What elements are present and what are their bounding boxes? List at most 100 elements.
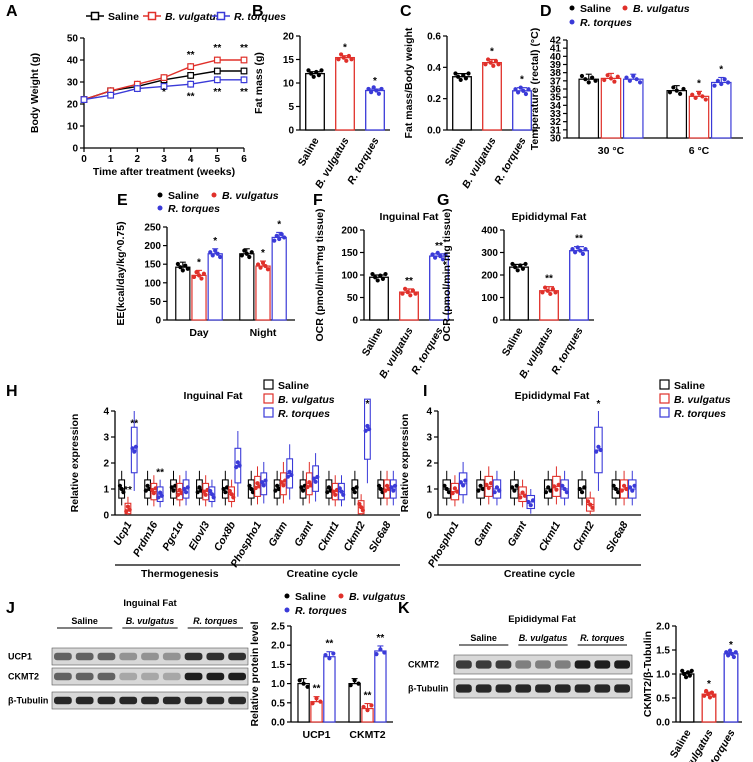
blot-group-label-J: Saline [71,616,98,626]
y-tick-label-B: 10 [283,79,295,90]
data-point-C [496,62,501,67]
y-tick-label-I: 2 [426,459,432,470]
blot-band-J [75,652,94,661]
bar-E [239,253,255,321]
significance-E: * [197,257,201,268]
significance-A: ** [240,87,248,98]
blot-row-label-J: CKMT2 [8,672,39,682]
data-point-H [389,485,394,490]
legend-a-saline: Saline [108,11,139,23]
data-point-H [257,484,262,489]
data-point-E [185,266,190,271]
category-label-I: Gamt [505,519,529,549]
data-point-H [153,486,158,491]
data-point-I [564,490,569,495]
data-point-K [687,673,692,678]
blot-strip-J [51,667,249,686]
data-point-F [435,250,440,255]
data-point-C [483,62,488,67]
blot-band-J [228,652,246,661]
bar-J [297,682,310,723]
bar-F [369,276,389,321]
data-point-K [707,695,713,700]
data-point-G [550,287,556,292]
y-axis-label-F: OCR (pmol/min*mg tissue) [314,208,326,341]
category-label-H: Ckmt2 [341,519,368,553]
data-point-G [545,288,550,293]
data-point-K [682,671,687,677]
data-point-H [132,449,137,454]
y-tick-label-A: 50 [67,34,79,45]
data-point-D [634,77,639,82]
legend-d-rt: R. torques [580,17,632,29]
data-point-E [265,267,271,272]
data-point-H [203,492,208,497]
data-point-H [392,483,398,488]
western-blot-j: Inguinal Fat Saline B. vulgatus R. torques U… [8,598,249,710]
x-tick-label-A: 5 [215,154,221,165]
x-tick-label-A: 1 [108,154,114,165]
y-axis-label-K: CKMT2/β-Tubulin [642,631,654,717]
y-tick-label-C: 0.6 [427,32,441,43]
data-point-E [277,236,282,242]
data-point-H [311,476,316,481]
data-point-H [133,444,139,449]
data-point-D [674,88,679,93]
category-label-I: Gatm [472,520,496,549]
y-axis-label-I: Relative expression [399,414,411,513]
y-tick-label-K: 1.5 [656,646,670,657]
data-point-I [556,482,561,487]
data-point-H [145,483,150,488]
bar-K [679,673,695,723]
blot-band-J [162,696,181,705]
data-point-J [365,708,370,713]
y-tick-label-F: 200 [341,226,358,237]
data-point-F [372,275,378,280]
data-point-H [151,491,156,496]
data-point-I [514,483,519,488]
data-point-K [680,668,685,673]
data-point-H [276,486,281,492]
data-point-H [124,509,129,514]
data-point-H [263,478,268,483]
blot-band-K [495,684,512,693]
data-point-I [446,490,452,495]
legend-e: Saline B. vulgatus R. torques [157,190,279,215]
y-tick-label-J: 0.5 [271,698,285,709]
data-point-C [521,88,526,93]
data-point-E [208,250,213,255]
chart-J: 0.0 0.5 1.0 1.5 2.0 2.5 Relative protein level… [249,621,393,741]
significance-C: * [490,47,494,58]
data-point-D [700,94,705,99]
panel-label-b: B [252,3,264,20]
category-label-H: Pgc1α [160,519,186,553]
data-point-I [520,490,525,495]
data-point-K [702,693,707,698]
data-point-H [281,483,286,488]
blot-title-J: Inguinal Fat [123,598,177,609]
significance-A: * [162,87,166,98]
blot-band-K [515,684,532,693]
data-point-B [346,53,352,59]
data-point-H [339,489,344,494]
y-tick-label-J: 2.0 [271,641,285,652]
legend-i-bv: B. vulgatus [674,394,731,406]
data-point-F [413,291,418,296]
chart-title-H: Inguinal Fat [184,390,243,402]
data-point-F [370,271,375,277]
data-point-J [378,647,383,652]
y-tick-label-J: 2.5 [271,622,285,633]
data-point-H [331,489,336,494]
y-tick-label-K: 0.5 [656,694,670,705]
bar-G [509,266,529,321]
data-point-G [540,290,545,295]
y-tick-label-E: 50 [150,297,162,308]
data-point-F [443,252,448,257]
data-point-C [453,71,458,76]
category-label-E: Day [189,327,208,339]
bar-D [622,78,644,139]
data-point-H [130,446,135,451]
y-tick-label-D: 31 [550,125,562,136]
data-point-I [585,499,591,504]
